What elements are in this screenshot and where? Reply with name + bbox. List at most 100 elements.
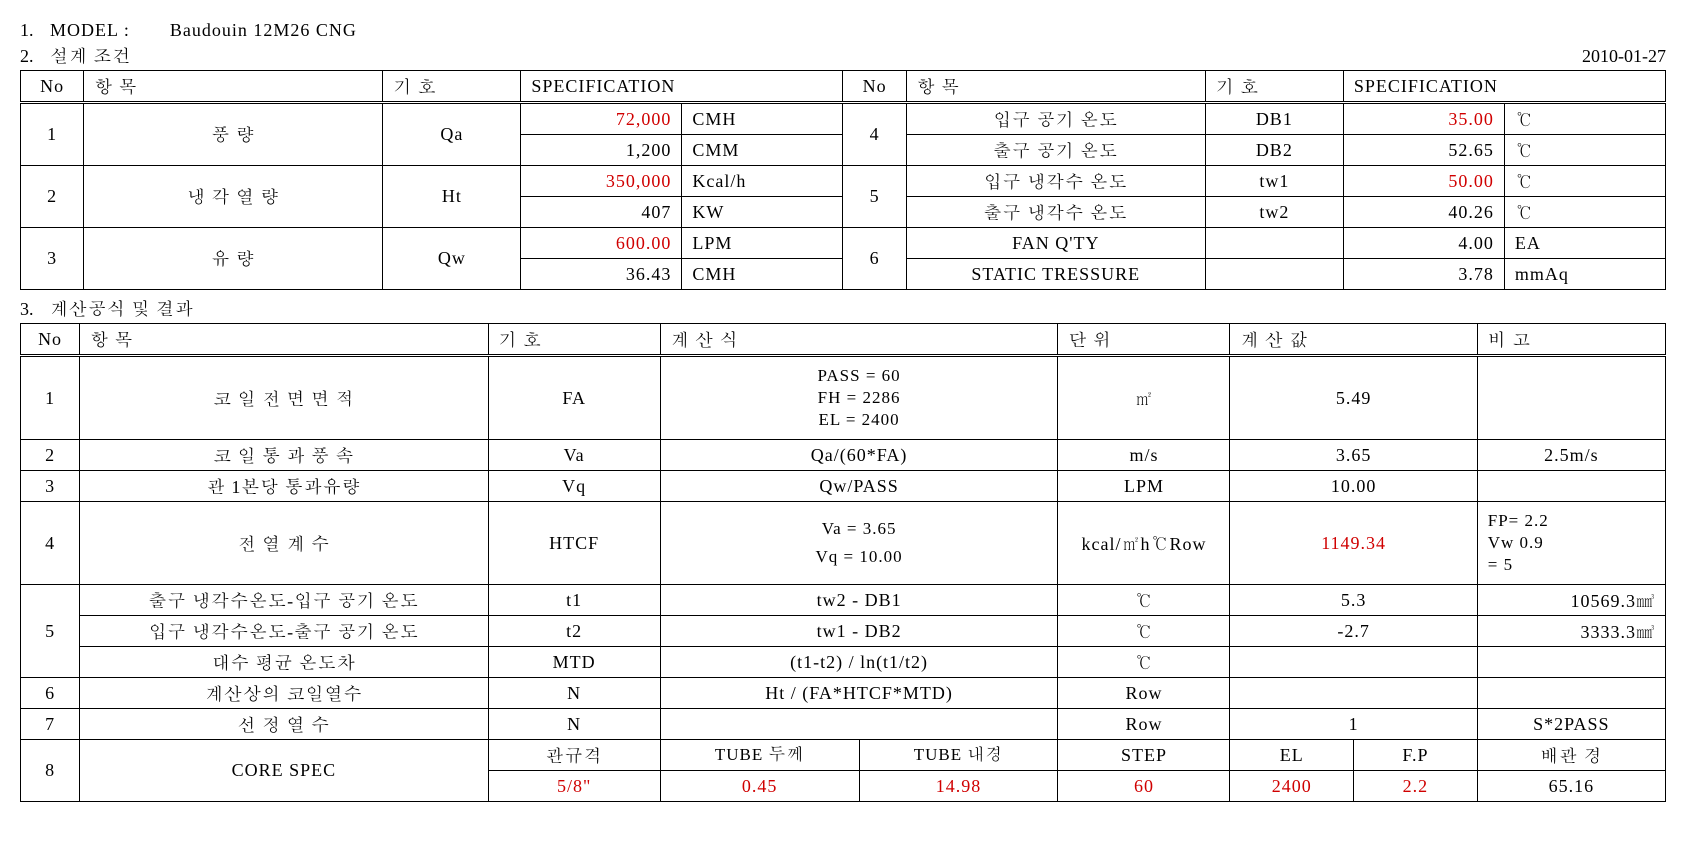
cell-unit: ℃ bbox=[1504, 197, 1665, 228]
cell-no: 4 bbox=[21, 502, 80, 585]
core-spec-label: TUBE 두께 bbox=[715, 745, 805, 764]
cell-item: 계산상의 코일열수 bbox=[80, 678, 489, 709]
cell-item: 대수 평균 온도차 bbox=[80, 647, 489, 678]
cell-no: 3 bbox=[21, 471, 80, 502]
cell-sym: N bbox=[488, 709, 660, 740]
header-1-label: MODEL : bbox=[50, 20, 130, 41]
cell-formula: PASS = 60 FH = 2286 EL = 2400 bbox=[660, 356, 1058, 440]
cell-no: 4 bbox=[843, 103, 906, 166]
note-line: FP= 2.2 bbox=[1488, 510, 1659, 532]
th-val: 계 산 값 bbox=[1230, 324, 1477, 356]
cell-item: CORE SPEC bbox=[80, 740, 489, 802]
core-spec-val: 2.2 bbox=[1354, 771, 1478, 802]
calc-row: 입구 냉각수온도-출구 공기 온도 t2 tw1 - DB2 ℃ -2.7 33… bbox=[21, 616, 1666, 647]
header-1-value: Baudouin 12M26 CNG bbox=[170, 20, 357, 41]
cell-formula bbox=[660, 709, 1058, 740]
th-item: 항 목 bbox=[84, 71, 383, 103]
cell-formula: Qw/PASS bbox=[660, 471, 1058, 502]
cell-sym: t1 bbox=[488, 585, 660, 616]
cell-item: 출구 냉각수온도-입구 공기 온도 bbox=[80, 585, 489, 616]
core-spec-val: 14.98 bbox=[859, 771, 1058, 802]
cell-sym: Vq bbox=[488, 471, 660, 502]
cell-unit: Row bbox=[1058, 709, 1230, 740]
cell-no: 7 bbox=[21, 709, 80, 740]
th-no: No bbox=[21, 71, 84, 103]
cell-val: -2.7 bbox=[1230, 616, 1477, 647]
core-spec-col: F.P bbox=[1354, 740, 1478, 771]
cell-item: 유 량 bbox=[84, 228, 383, 290]
cell-val bbox=[1230, 647, 1477, 678]
cell-formula: (t1-t2) / ln(t1/t2) bbox=[660, 647, 1058, 678]
cell-item: 출구 냉각수 온도 bbox=[906, 197, 1205, 228]
calc-row: 5 출구 냉각수온도-입구 공기 온도 t1 tw2 - DB1 ℃ 5.3 1… bbox=[21, 585, 1666, 616]
cell-unit: LPM bbox=[682, 228, 843, 259]
th-spec: SPECIFICATION bbox=[521, 71, 843, 103]
cell-unit: CMH bbox=[682, 103, 843, 135]
formula-line: EL = 2400 bbox=[667, 409, 1052, 431]
header-1-num: 1. bbox=[20, 20, 50, 41]
cell-item: 코 일 전 면 면 적 bbox=[80, 356, 489, 440]
spec-table-header-row: No 항 목 기 호 SPECIFICATION No 항 목 기 호 SPEC… bbox=[21, 71, 1666, 103]
spec-row: 1 풍 량 Qa 72,000 CMH 4 입구 공기 온도 DB1 35.00… bbox=[21, 103, 1666, 135]
cell-sym: tw2 bbox=[1205, 197, 1343, 228]
cell-val: 40.26 bbox=[1343, 197, 1504, 228]
cell-note bbox=[1477, 471, 1665, 502]
cell-item: 코 일 통 과 풍 속 bbox=[80, 440, 489, 471]
cell-unit: Row bbox=[1058, 678, 1230, 709]
cell-formula: Qa/(60*FA) bbox=[660, 440, 1058, 471]
cell-note: 2.5m/s bbox=[1477, 440, 1665, 471]
cell-unit: CMH bbox=[682, 259, 843, 290]
calc-table-header-row: No 항 목 기 호 계 산 식 단 위 계 산 값 비 고 bbox=[21, 324, 1666, 356]
cell-item: 입구 공기 온도 bbox=[906, 103, 1205, 135]
core-spec-col: TUBE 두께 bbox=[660, 740, 859, 771]
cell-item: 입구 냉각수 온도 bbox=[906, 166, 1205, 197]
cell-val: 1 bbox=[1230, 709, 1477, 740]
cell-note: 10569.3㎣ bbox=[1477, 585, 1665, 616]
cell-item: 입구 냉각수온도-출구 공기 온도 bbox=[80, 616, 489, 647]
cell-sym: DB1 bbox=[1205, 103, 1343, 135]
cell-val: 1,200 bbox=[521, 135, 682, 166]
header-3-num: 3. bbox=[20, 299, 50, 320]
spec-table: No 항 목 기 호 SPECIFICATION No 항 목 기 호 SPEC… bbox=[20, 70, 1666, 290]
header-calc-line: 3. 계산공식 및 결과 bbox=[20, 296, 1666, 321]
cell-note: 3333.3㎣ bbox=[1477, 616, 1665, 647]
header-model-line: 1. MODEL : Baudouin 12M26 CNG bbox=[20, 20, 1666, 41]
core-spec-val: 60 bbox=[1058, 771, 1230, 802]
calc-row: 4 전 열 계 수 HTCF Va = 3.65 Vq = 10.00 kcal… bbox=[21, 502, 1666, 585]
formula-line: PASS = 60 bbox=[667, 365, 1052, 387]
cell-unit: mmAq bbox=[1504, 259, 1665, 290]
core-spec-col: TUBE 내경 bbox=[859, 740, 1058, 771]
th-item: 항 목 bbox=[80, 324, 489, 356]
cell-no: 1 bbox=[21, 103, 84, 166]
formula-line: Vq = 10.00 bbox=[667, 546, 1052, 568]
header-2-num: 2. bbox=[20, 46, 50, 67]
note-line: = 5 bbox=[1488, 554, 1659, 576]
cell-val: 5.49 bbox=[1230, 356, 1477, 440]
core-spec-val: 5/8" bbox=[488, 771, 660, 802]
cell-formula: tw1 - DB2 bbox=[660, 616, 1058, 647]
cell-val: 10.00 bbox=[1230, 471, 1477, 502]
cell-val: 52.65 bbox=[1343, 135, 1504, 166]
cell-note: S*2PASS bbox=[1477, 709, 1665, 740]
cell-formula: Va = 3.65 Vq = 10.00 bbox=[660, 502, 1058, 585]
calc-row: 6 계산상의 코일열수 N Ht / (FA*HTCF*MTD) Row bbox=[21, 678, 1666, 709]
cell-unit: ℃ bbox=[1058, 616, 1230, 647]
cell-unit: ㎡ bbox=[1058, 356, 1230, 440]
cell-sym: t2 bbox=[488, 616, 660, 647]
cell-note bbox=[1477, 356, 1665, 440]
calc-row: 1 코 일 전 면 면 적 FA PASS = 60 FH = 2286 EL … bbox=[21, 356, 1666, 440]
cell-sym: HTCF bbox=[488, 502, 660, 585]
cell-item: 선 정 열 수 bbox=[80, 709, 489, 740]
cell-sym: MTD bbox=[488, 647, 660, 678]
core-spec-label: TUBE 내경 bbox=[914, 745, 1004, 764]
cell-val: 5.3 bbox=[1230, 585, 1477, 616]
header-date: 2010-01-27 bbox=[1582, 46, 1666, 67]
th-unit: 단 위 bbox=[1058, 324, 1230, 356]
calc-row: 2 코 일 통 과 풍 속 Va Qa/(60*FA) m/s 3.65 2.5… bbox=[21, 440, 1666, 471]
cell-sym: Qw bbox=[383, 228, 521, 290]
th-note: 비 고 bbox=[1477, 324, 1665, 356]
cell-item: STATIC TRESSURE bbox=[906, 259, 1205, 290]
cell-note bbox=[1477, 678, 1665, 709]
core-spec-val: 2400 bbox=[1230, 771, 1354, 802]
cell-no: 8 bbox=[21, 740, 80, 802]
